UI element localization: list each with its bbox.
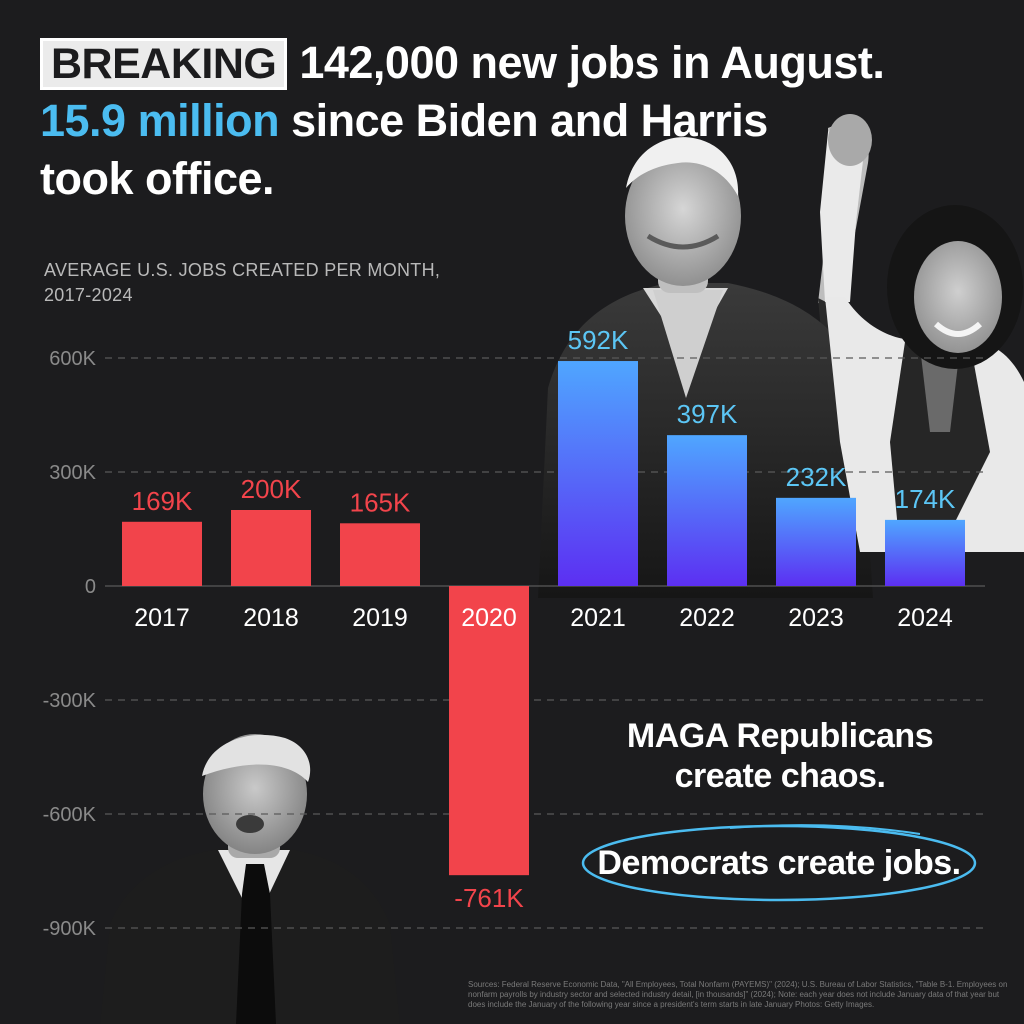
y-tick-label: -600K [43, 804, 97, 826]
category-label-2022: 2022 [679, 604, 735, 632]
category-label-2020: 2020 [461, 604, 517, 632]
harris-photo [820, 114, 1024, 552]
pill-outline [581, 824, 977, 902]
y-tick-label: 600K [49, 348, 96, 370]
democrats-pill: Democrats create jobs. [580, 822, 978, 904]
value-label-2020: -761K [454, 883, 524, 913]
bar-2018 [231, 510, 311, 586]
bars [122, 361, 965, 876]
headline-highlight: 15.9 million [40, 95, 280, 146]
breaking-badge: BREAKING [40, 38, 288, 90]
y-tick-label: 300K [49, 462, 96, 484]
sources-footnote: Sources: Federal Reserve Economic Data, … [468, 980, 1008, 1009]
y-axis-ticks: 600K 300K 0 -300K -600K -900K [43, 348, 97, 940]
tagline: MAGA Republicans create chaos. [590, 716, 970, 796]
chart-subtitle-line1: AVERAGE U.S. JOBS CREATED PER MONTH, [44, 260, 441, 280]
headline-line1: 142,000 new jobs in August. [299, 37, 885, 88]
y-tick-label: -900K [43, 918, 97, 940]
bar-2024 [885, 519, 965, 586]
value-label-2021: 592K [568, 325, 629, 355]
headline-line2: since Biden and Harris [279, 95, 768, 146]
value-label-2022: 397K [677, 399, 738, 429]
category-label-2021: 2021 [570, 604, 626, 632]
value-label-2024: 174K [895, 484, 956, 514]
headline: BREAKING 142,000 new jobs in August. 15.9… [40, 34, 1000, 208]
bar-2023 [776, 497, 856, 586]
chart-subtitle-line2: 2017-2024 [44, 285, 133, 305]
bar-2022 [667, 435, 747, 586]
value-label-2018: 200K [241, 474, 302, 504]
value-label-2017: 169K [132, 486, 193, 516]
trump-photo [100, 734, 400, 1024]
value-label-2023: 232K [786, 462, 847, 492]
category-label-2023: 2023 [788, 604, 844, 632]
bar-2019 [340, 523, 420, 586]
value-label-2019: 165K [350, 487, 411, 517]
bar-2021 [558, 361, 638, 586]
tagline-line1: MAGA Republicans [626, 717, 934, 755]
category-label-2019: 2019 [352, 604, 408, 632]
y-tick-label: 0 [85, 576, 96, 598]
category-label-2017: 2017 [134, 604, 190, 632]
chart-subtitle: AVERAGE U.S. JOBS CREATED PER MONTH, 201… [44, 258, 564, 308]
headline-line3: took office. [40, 153, 275, 204]
labels: 169K 2017 200K 2018 165K 2019 -761K 2020 592K 202… [132, 325, 956, 913]
y-tick-label: -300K [43, 690, 97, 712]
bar-2017 [122, 521, 202, 586]
category-label-2018: 2018 [243, 604, 299, 632]
category-label-2024: 2024 [897, 604, 953, 632]
bar-2020 [449, 586, 529, 876]
tagline-line2: create chaos. [674, 757, 886, 795]
pill-text: Democrats create jobs. [597, 843, 961, 882]
